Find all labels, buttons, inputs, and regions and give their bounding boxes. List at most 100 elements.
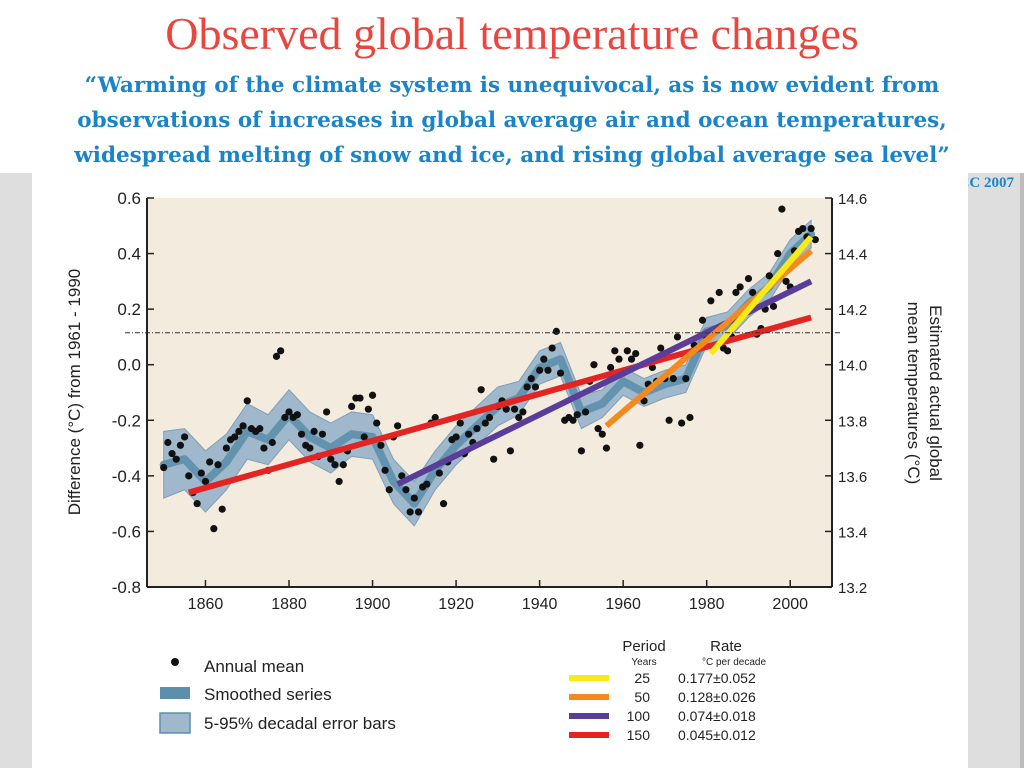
annual-mean-point	[327, 455, 335, 463]
annual-mean-point	[607, 363, 615, 372]
annual-mean-point	[368, 391, 377, 399]
annual-mean-point	[452, 433, 460, 441]
annual-mean-point	[657, 344, 665, 352]
annual-mean-point	[623, 347, 631, 355]
y2-tick-label: 13.4	[838, 524, 867, 541]
annual-mean-point	[799, 224, 807, 233]
annual-mean-point	[356, 394, 364, 402]
x-tick-label: 1940	[522, 596, 558, 613]
legend-period-value: 25	[634, 670, 650, 686]
annual-mean-point	[214, 461, 222, 469]
quote-line: observations of increases in global aver…	[77, 108, 947, 133]
annual-mean-point	[749, 288, 757, 297]
annual-mean-point	[736, 283, 744, 291]
annual-mean-point	[323, 408, 331, 416]
annual-mean-point	[185, 472, 193, 480]
legend-rate-value: 0.128±0.026	[678, 689, 756, 705]
annual-mean-point	[627, 355, 636, 363]
annual-mean-point	[272, 352, 281, 360]
annual-mean-point	[210, 525, 218, 533]
annual-mean-point	[686, 413, 694, 422]
annual-mean-point	[176, 441, 185, 449]
x-tick-label: 1980	[689, 596, 725, 613]
annual-mean-point	[531, 383, 540, 391]
annual-mean-point	[398, 472, 406, 480]
annual-mean-point	[385, 486, 393, 494]
annual-mean-point	[569, 416, 577, 424]
annual-mean-point	[527, 375, 535, 383]
y2-tick-label: 13.8	[838, 413, 867, 430]
annual-mean-point	[268, 438, 276, 447]
annual-mean-point	[540, 355, 548, 363]
legend-label-annual-mean: Annual mean	[204, 657, 304, 676]
y2-tick-label: 14.2	[838, 302, 867, 319]
x-tick-label: 1960	[605, 596, 641, 613]
annual-mean-point	[715, 288, 723, 297]
annual-mean-point	[665, 416, 673, 424]
ipcc-quote: “Warming of the climate system is unequi…	[0, 68, 1024, 173]
annual-mean-point	[632, 350, 640, 358]
legend-header-rate-unit: °C per decade	[702, 657, 766, 668]
annual-mean-point	[602, 444, 611, 452]
legend-rate-value: 0.074±0.018	[678, 708, 756, 724]
annual-mean-point	[807, 224, 815, 233]
annual-mean-point	[256, 425, 264, 433]
annual-mean-point	[615, 355, 623, 363]
left-margin-bar	[0, 173, 32, 768]
annual-mean-point	[235, 427, 243, 435]
x-tick-label: 1920	[438, 596, 474, 613]
annual-mean-point	[673, 333, 682, 341]
annual-mean-point	[285, 408, 293, 416]
legend-label-errorbars: 5-95% decadal error bars	[204, 714, 396, 733]
annual-mean-point	[381, 466, 389, 474]
annual-mean-point	[402, 486, 410, 494]
y2-axis-label-line: mean temperatures (°C)	[904, 302, 923, 485]
legend-header-rate: Rate	[710, 638, 742, 655]
annual-mean-point	[331, 461, 339, 469]
quote-line: “Warming of the climate system is unequi…	[84, 73, 940, 98]
annual-mean-point	[394, 422, 402, 430]
annual-mean-point	[519, 408, 527, 416]
annual-mean-point	[297, 430, 306, 438]
annual-mean-point	[732, 288, 740, 297]
annual-mean-point	[222, 444, 230, 452]
plot-background	[147, 198, 832, 587]
annual-mean-point	[510, 405, 519, 413]
annual-mean-point	[377, 441, 385, 449]
annual-mean-point	[548, 344, 556, 352]
annual-mean-point	[373, 419, 381, 427]
annual-mean-point	[581, 408, 590, 416]
annual-mean-point	[598, 430, 606, 438]
annual-mean-point	[180, 433, 189, 441]
trend-line-25	[708, 234, 814, 356]
y-tick-label: -0.6	[112, 522, 141, 541]
annual-mean-point	[431, 413, 439, 422]
annual-mean-point	[556, 369, 565, 377]
annual-mean-point	[414, 508, 423, 516]
y-tick-label: -0.4	[112, 467, 141, 486]
annual-mean-point	[552, 327, 560, 335]
annual-mean-point	[611, 347, 619, 355]
legend-label-smoothed: Smoothed series	[204, 685, 332, 704]
legend-period-value: 100	[627, 708, 651, 724]
y-tick-label: 0.4	[117, 245, 141, 264]
y-tick-label: 0.2	[117, 300, 141, 319]
annual-mean-point	[682, 375, 690, 383]
x-tick-label: 1900	[355, 596, 391, 613]
annual-mean-point	[218, 505, 226, 513]
annual-mean-point	[231, 433, 239, 441]
annual-mean-point	[456, 419, 464, 427]
legend-period-value: 50	[634, 689, 650, 705]
annual-mean-point	[435, 469, 443, 477]
annual-mean-point	[260, 444, 268, 452]
annual-mean-point	[490, 455, 498, 463]
annual-mean-point	[765, 272, 773, 280]
annual-mean-point	[423, 480, 431, 488]
y2-tick-label: 14.4	[838, 247, 867, 264]
x-tick-label: 2000	[772, 596, 808, 613]
annual-mean-point	[364, 405, 372, 413]
annual-mean-point	[239, 422, 247, 430]
annual-mean-point	[573, 411, 581, 419]
annual-mean-point	[536, 366, 544, 374]
